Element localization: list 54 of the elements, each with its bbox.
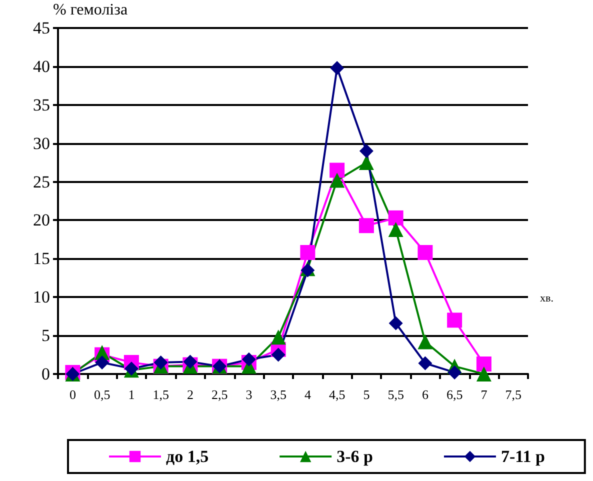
y-tick-label: 45 [33, 18, 50, 38]
point [154, 355, 168, 370]
x-tick-label: 4 [304, 387, 312, 402]
point [330, 172, 345, 188]
y-axis-title: % гемоліза [53, 2, 128, 18]
point [330, 162, 345, 178]
y-tick-label: 40 [33, 56, 50, 76]
point [183, 354, 198, 369]
y-tick-label: 35 [33, 95, 50, 114]
point [418, 245, 433, 260]
point [388, 210, 404, 226]
point [330, 60, 344, 75]
legend-label: до 1,5 [166, 447, 209, 466]
point [388, 316, 403, 330]
point [358, 155, 374, 170]
y-tick-label: 10 [33, 288, 50, 307]
point [95, 355, 110, 370]
x-tick-label: 2,5 [211, 387, 228, 402]
point [476, 356, 492, 372]
x-tick-label: 7,5 [505, 387, 522, 402]
y-tick-label: 20 [33, 210, 50, 230]
x-tick-label: 0 [69, 387, 76, 402]
y-tick-label: 25 [33, 172, 50, 192]
x-tick-label: 5,5 [388, 387, 404, 402]
x-axis-title: хв. [540, 292, 554, 304]
point [270, 330, 286, 345]
x-tick-label: 2 [186, 387, 194, 402]
x-tick-label: 1 [128, 387, 135, 402]
x-tick-label: 1,5 [152, 387, 169, 402]
point [418, 334, 433, 350]
y-tick-label: 15 [33, 249, 50, 268]
legend-label: 7-11 р [500, 447, 545, 466]
point [242, 352, 256, 366]
x-tick-label: 7 [480, 387, 488, 402]
point [359, 144, 374, 158]
point [388, 222, 404, 237]
point [300, 245, 316, 260]
point [448, 365, 462, 380]
x-tick-label: 6 [422, 387, 429, 402]
x-tick-label: 4,5 [328, 387, 346, 402]
point [271, 348, 286, 362]
point [418, 356, 432, 370]
point [476, 366, 492, 382]
point [447, 312, 462, 328]
x-tick-label: 5 [363, 387, 370, 402]
y-tick-label: 30 [33, 134, 50, 153]
y-tick-label: 5 [42, 326, 50, 346]
point [358, 218, 374, 234]
x-tick-label: 0,5 [94, 387, 110, 402]
x-tick-label: 6,5 [446, 387, 463, 402]
x-tick-label: 3,5 [270, 387, 286, 402]
x-tick-label: 3 [246, 387, 252, 402]
legend-label: 3-6 р [336, 447, 373, 466]
y-tick-label: 0 [42, 364, 50, 384]
